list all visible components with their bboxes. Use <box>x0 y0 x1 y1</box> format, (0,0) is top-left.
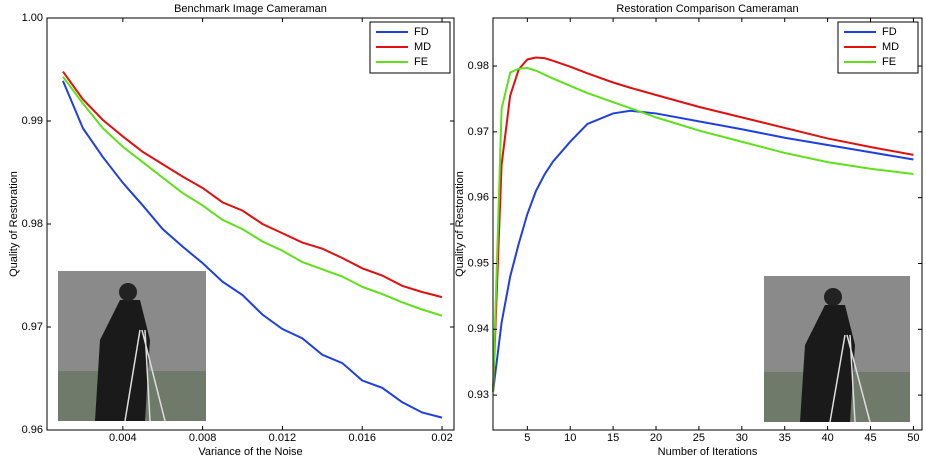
axes-box <box>46 17 455 431</box>
x-tick-label: 20 <box>650 432 662 444</box>
y-tick-label: 0.95 <box>468 257 489 269</box>
y-tick-label: 0.93 <box>468 389 489 401</box>
data-line <box>62 76 443 317</box>
x-tick-label: 0.008 <box>189 432 217 444</box>
x-tick-label: 0.016 <box>348 432 376 444</box>
y-tick-label: 0.99 <box>22 115 43 127</box>
x-axis-label: Variance of the Noise <box>198 446 302 458</box>
data-line <box>492 67 914 392</box>
x-tick-label: 40 <box>821 432 833 444</box>
y-axis-label: Quality of Restoration <box>454 171 466 277</box>
y-tick-label: 0.96 <box>22 424 43 436</box>
x-tick-label: 0.02 <box>431 432 452 444</box>
inset-image <box>58 271 206 422</box>
x-tick-label: 0.012 <box>269 432 297 444</box>
y-tick-label: 0.94 <box>468 323 489 335</box>
x-tick-label: 35 <box>779 432 791 444</box>
x-axis-label: Number of Iterations <box>658 446 758 458</box>
inset-image <box>764 276 910 423</box>
x-tick-label: 45 <box>864 432 876 444</box>
chart-title: Restoration Comparison Cameraman <box>616 3 798 15</box>
legend-label: FE <box>414 56 428 68</box>
data-line <box>62 70 443 299</box>
y-tick-label: 0.97 <box>22 321 43 333</box>
y-tick-label: 0.98 <box>22 218 43 230</box>
x-tick-label: 15 <box>607 432 619 444</box>
x-tick-label: 30 <box>736 432 748 444</box>
y-axis-label: Quality of Restoration <box>8 171 20 277</box>
y-tick-label: 0.97 <box>468 126 489 138</box>
x-tick-label: 5 <box>524 432 530 444</box>
y-tick-label: 0.96 <box>468 192 489 204</box>
x-tick-label: 10 <box>564 432 576 444</box>
legend-label: MD <box>414 41 431 53</box>
legend-label: FE <box>882 56 896 68</box>
legend-label: FD <box>414 26 429 38</box>
x-tick-label: 50 <box>907 432 919 444</box>
legend-label: FD <box>882 26 897 38</box>
legend-label: MD <box>882 41 899 53</box>
data-line <box>62 80 443 419</box>
data-line <box>492 109 914 392</box>
x-tick-label: 0.004 <box>109 432 137 444</box>
x-tick-label: 25 <box>693 432 705 444</box>
axes-box <box>492 17 923 431</box>
y-tick-label: 1.00 <box>22 12 43 24</box>
chart-title: Benchmark Image Cameraman <box>174 3 327 15</box>
y-tick-label: 0.98 <box>468 60 489 72</box>
